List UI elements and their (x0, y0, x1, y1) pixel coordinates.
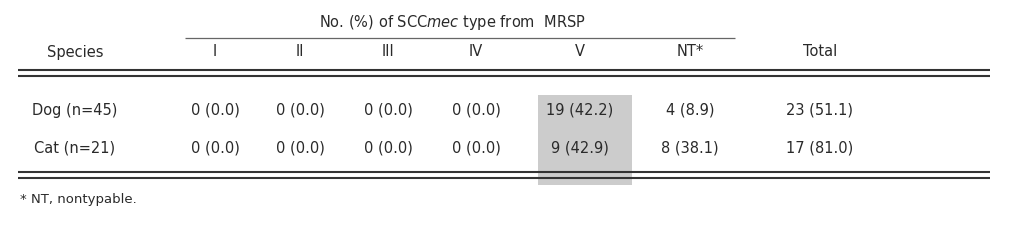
Text: 8 (38.1): 8 (38.1) (662, 140, 719, 155)
Text: 19 (42.2): 19 (42.2) (546, 103, 614, 117)
Text: IV: IV (469, 45, 483, 59)
Text: Dog (n=45): Dog (n=45) (32, 103, 118, 117)
Text: 9 (42.9): 9 (42.9) (551, 140, 609, 155)
Text: 23 (51.1): 23 (51.1) (787, 103, 853, 117)
Text: 0 (0.0): 0 (0.0) (364, 140, 412, 155)
Text: 0 (0.0): 0 (0.0) (451, 103, 500, 117)
Text: Total: Total (803, 45, 837, 59)
Text: NT*: NT* (677, 45, 704, 59)
Text: 4 (8.9): 4 (8.9) (666, 103, 714, 117)
Text: No. (%) of SCC$\it{mec}$ type from  MRSP: No. (%) of SCC$\it{mec}$ type from MRSP (319, 13, 586, 32)
Bar (538, 95, 632, 185)
Text: II: II (296, 45, 304, 59)
Text: Cat (n=21): Cat (n=21) (34, 140, 115, 155)
Text: 0 (0.0): 0 (0.0) (191, 140, 239, 155)
Text: V: V (575, 45, 585, 59)
Text: 17 (81.0): 17 (81.0) (787, 140, 853, 155)
Text: 0 (0.0): 0 (0.0) (276, 140, 324, 155)
Text: I: I (213, 45, 217, 59)
Text: 0 (0.0): 0 (0.0) (191, 103, 239, 117)
Text: 0 (0.0): 0 (0.0) (276, 103, 324, 117)
Text: 0 (0.0): 0 (0.0) (451, 140, 500, 155)
Text: Species: Species (46, 45, 103, 59)
Text: * NT, nontypable.: * NT, nontypable. (20, 194, 136, 207)
Text: 0 (0.0): 0 (0.0) (364, 103, 412, 117)
Text: III: III (382, 45, 394, 59)
